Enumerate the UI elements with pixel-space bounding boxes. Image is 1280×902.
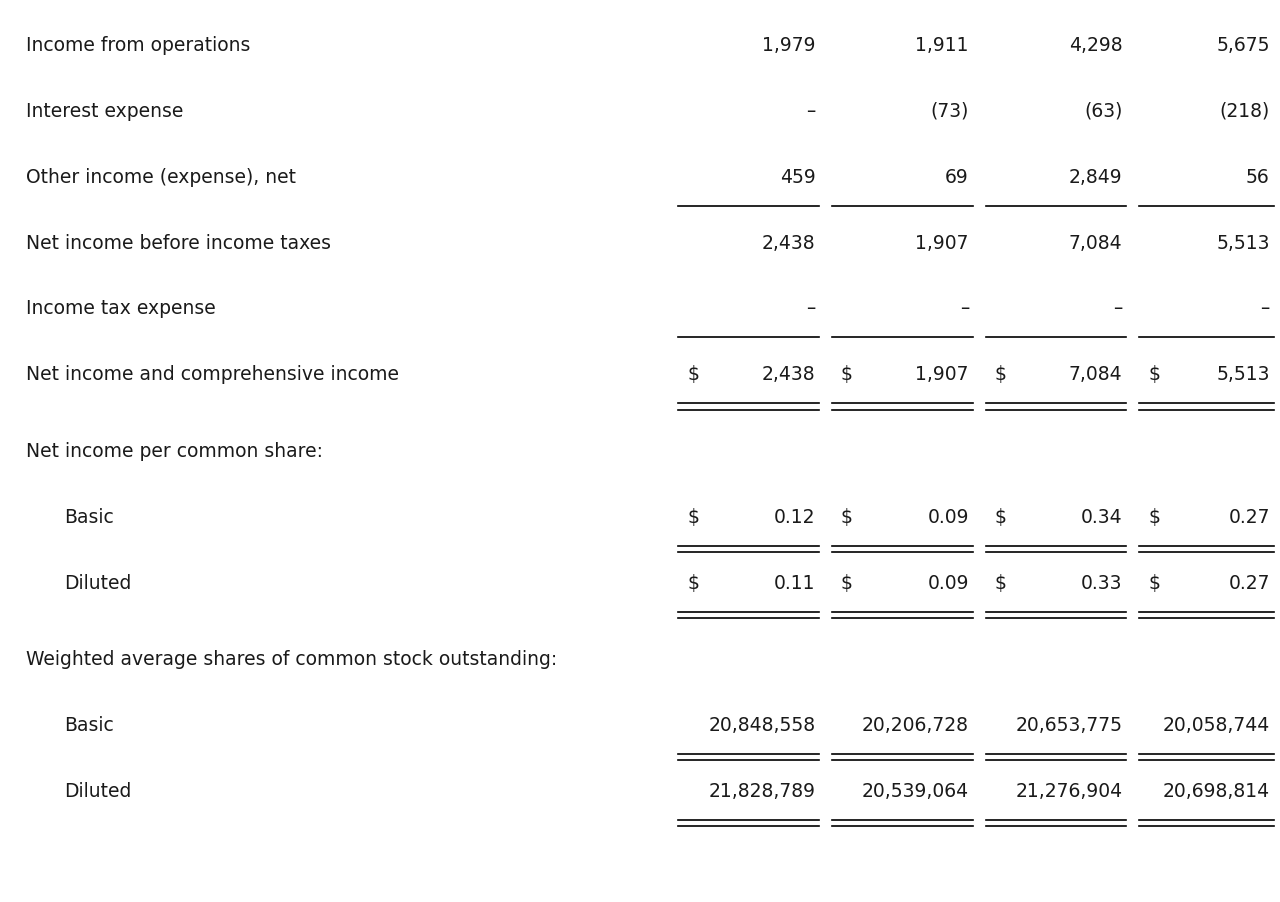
- Text: $: $: [687, 508, 699, 527]
- Text: 459: 459: [780, 168, 815, 187]
- Text: –: –: [806, 299, 815, 318]
- Text: $: $: [687, 574, 699, 593]
- Text: $: $: [1148, 574, 1160, 593]
- Text: 56: 56: [1245, 168, 1270, 187]
- Text: 21,276,904: 21,276,904: [1015, 782, 1123, 801]
- Text: 1,979: 1,979: [762, 36, 815, 55]
- Text: (218): (218): [1220, 102, 1270, 121]
- Text: Weighted average shares of common stock outstanding:: Weighted average shares of common stock …: [26, 650, 557, 669]
- Text: $: $: [841, 365, 852, 384]
- Text: Diluted: Diluted: [64, 782, 132, 801]
- Text: 20,206,728: 20,206,728: [861, 716, 969, 735]
- Text: 0.09: 0.09: [928, 508, 969, 527]
- Text: 69: 69: [945, 168, 969, 187]
- Text: 1,907: 1,907: [915, 365, 969, 384]
- Text: –: –: [1114, 299, 1123, 318]
- Text: 5,513: 5,513: [1216, 234, 1270, 253]
- Text: 0.09: 0.09: [928, 574, 969, 593]
- Text: 1,911: 1,911: [915, 36, 969, 55]
- Text: 7,084: 7,084: [1069, 365, 1123, 384]
- Text: Income tax expense: Income tax expense: [26, 299, 215, 318]
- Text: 0.33: 0.33: [1082, 574, 1123, 593]
- Text: 7,084: 7,084: [1069, 234, 1123, 253]
- Text: 2,438: 2,438: [762, 234, 815, 253]
- Text: Diluted: Diluted: [64, 574, 132, 593]
- Text: 20,058,744: 20,058,744: [1162, 716, 1270, 735]
- Text: 0.12: 0.12: [774, 508, 815, 527]
- Text: $: $: [841, 574, 852, 593]
- Text: Net income before income taxes: Net income before income taxes: [26, 234, 330, 253]
- Text: (73): (73): [931, 102, 969, 121]
- Text: 5,513: 5,513: [1216, 365, 1270, 384]
- Text: 20,539,064: 20,539,064: [861, 782, 969, 801]
- Text: Interest expense: Interest expense: [26, 102, 183, 121]
- Text: $: $: [995, 365, 1006, 384]
- Text: $: $: [995, 508, 1006, 527]
- Text: 0.11: 0.11: [774, 574, 815, 593]
- Text: 4,298: 4,298: [1069, 36, 1123, 55]
- Text: 0.34: 0.34: [1080, 508, 1123, 527]
- Text: $: $: [841, 508, 852, 527]
- Text: (63): (63): [1084, 102, 1123, 121]
- Text: Other income (expense), net: Other income (expense), net: [26, 168, 296, 187]
- Text: Basic: Basic: [64, 716, 114, 735]
- Text: Net income and comprehensive income: Net income and comprehensive income: [26, 365, 398, 384]
- Text: 20,848,558: 20,848,558: [708, 716, 815, 735]
- Text: –: –: [806, 102, 815, 121]
- Text: $: $: [687, 365, 699, 384]
- Text: –: –: [1261, 299, 1270, 318]
- Text: 21,828,789: 21,828,789: [708, 782, 815, 801]
- Text: 1,907: 1,907: [915, 234, 969, 253]
- Text: 20,653,775: 20,653,775: [1015, 716, 1123, 735]
- Text: 20,698,814: 20,698,814: [1162, 782, 1270, 801]
- Text: 2,438: 2,438: [762, 365, 815, 384]
- Text: –: –: [960, 299, 969, 318]
- Text: 5,675: 5,675: [1216, 36, 1270, 55]
- Text: Basic: Basic: [64, 508, 114, 527]
- Text: 0.27: 0.27: [1229, 574, 1270, 593]
- Text: Net income per common share:: Net income per common share:: [26, 442, 323, 461]
- Text: $: $: [1148, 365, 1160, 384]
- Text: 2,849: 2,849: [1069, 168, 1123, 187]
- Text: Income from operations: Income from operations: [26, 36, 250, 55]
- Text: $: $: [995, 574, 1006, 593]
- Text: $: $: [1148, 508, 1160, 527]
- Text: 0.27: 0.27: [1229, 508, 1270, 527]
